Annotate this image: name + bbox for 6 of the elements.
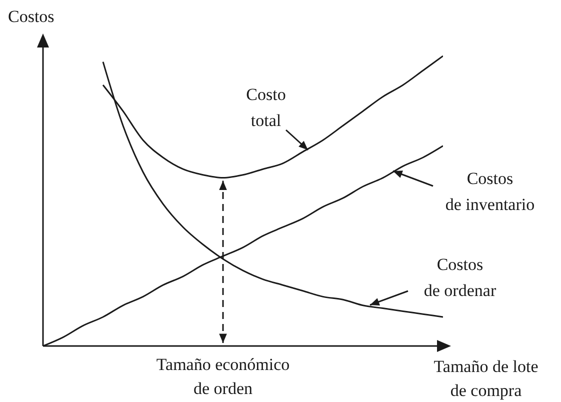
text: Tamaño económico de orden	[156, 355, 290, 398]
y-axis-title: Costos	[8, 7, 54, 26]
series-label: Costos de ordenar	[424, 255, 496, 300]
series-label: Costo total	[246, 85, 286, 130]
legend-label: Costos de inventario	[445, 169, 535, 214]
x-axis-title: Tamaño de lote de compra	[434, 357, 538, 400]
